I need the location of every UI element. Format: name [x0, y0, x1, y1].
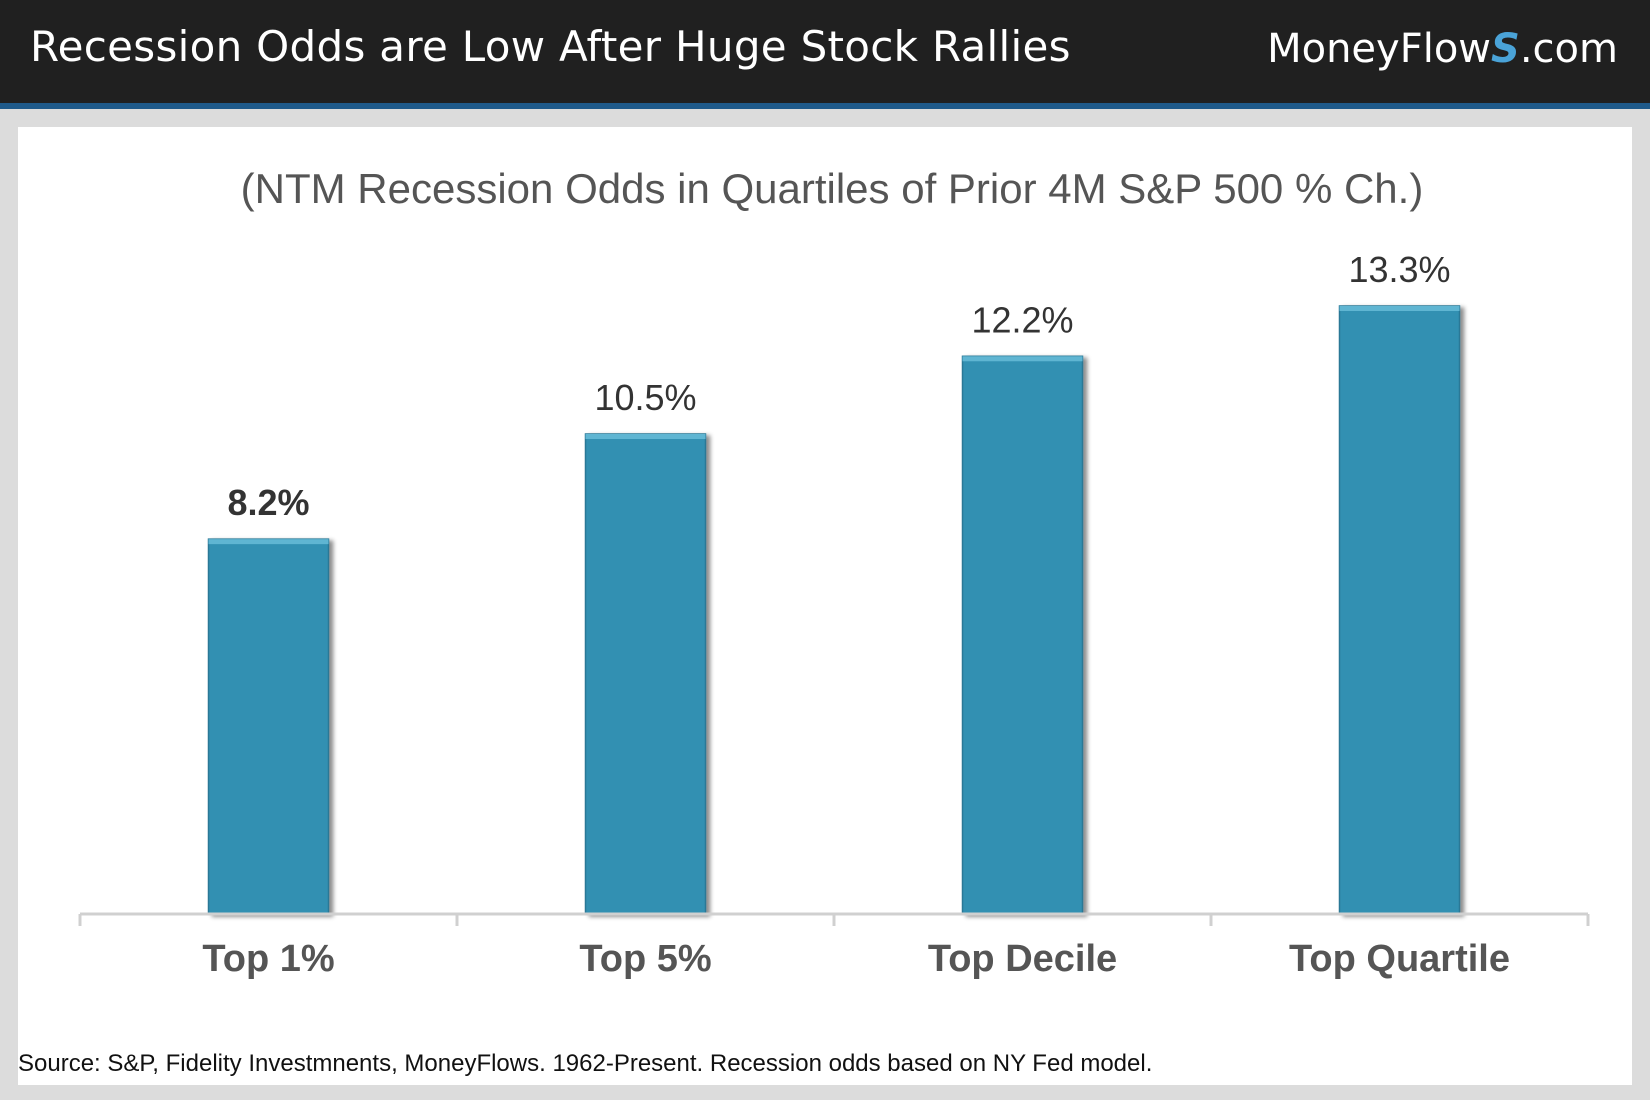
x-tick-label: Top 1%	[202, 938, 334, 980]
page-title: Recession Odds are Low After Huge Stock …	[30, 22, 1071, 71]
x-tick-label: Top 5%	[579, 938, 711, 980]
data-label: 8.2%	[227, 482, 309, 523]
bar-top-1-	[207, 538, 330, 915]
bar-top-highlight	[962, 356, 1083, 362]
bar-top-highlight	[208, 539, 329, 545]
chart-title: (NTM Recession Odds in Quartiles of Prio…	[241, 165, 1424, 212]
bar-top-5-	[584, 433, 707, 915]
data-label: 13.3%	[1348, 249, 1450, 290]
bar-top-highlight	[585, 434, 706, 439]
bar-top-decile	[961, 355, 1084, 915]
brand-prefix: MoneyFlow	[1267, 26, 1492, 72]
header-bar: Recession Odds are Low After Huge Stock …	[0, 0, 1650, 103]
brand-logo: MoneyFlowS.com	[1267, 26, 1618, 72]
bar-top-highlight	[1339, 306, 1460, 311]
brand-s: S	[1491, 26, 1520, 72]
data-label: 10.5%	[594, 377, 696, 418]
brand-suffix: .com	[1519, 26, 1618, 72]
data-label: 12.2%	[971, 299, 1073, 340]
header-accent-strip	[0, 103, 1650, 109]
x-tick-label: Top Decile	[928, 938, 1117, 980]
source-note: Source: S&P, Fidelity Investmnents, Mone…	[18, 1050, 1153, 1077]
bar-top-quartile	[1338, 305, 1461, 915]
x-tick-label: Top Quartile	[1289, 938, 1510, 980]
